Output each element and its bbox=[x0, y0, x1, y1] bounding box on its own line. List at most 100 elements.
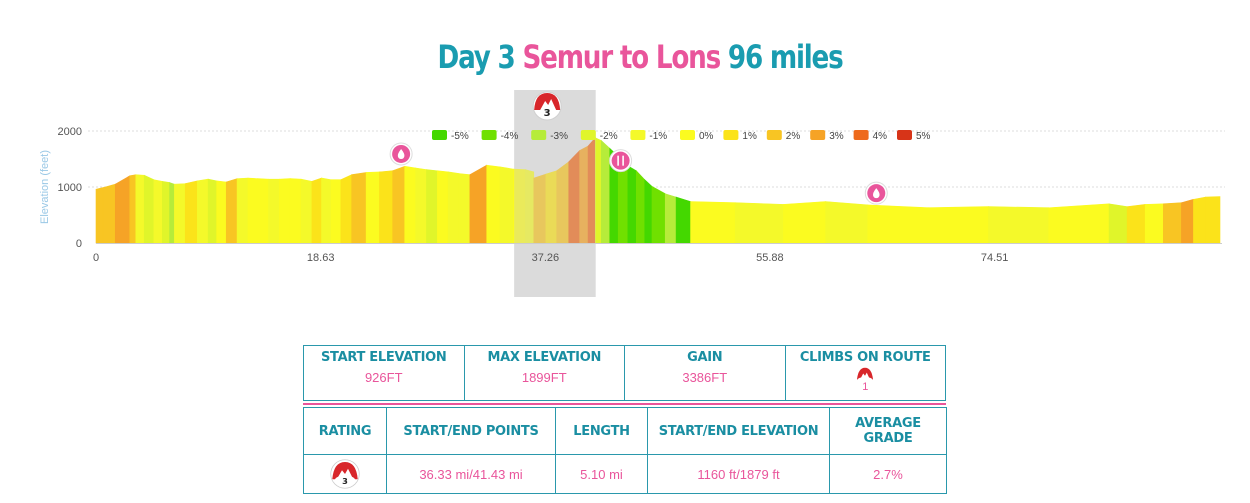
climb-highlight-overlay bbox=[514, 90, 596, 297]
table-row: 3 36.33 mi/41.43 mi 5.10 mi 1160 ft/1879… bbox=[303, 454, 947, 494]
legend-label: -1% bbox=[649, 131, 667, 142]
max-elevation-cell: MAX ELEVATION 1899FT bbox=[463, 345, 625, 401]
elevation-chart: 0 1000 2000 0 18.63 37.26 55.88 74.51 Elevation … bbox=[39, 90, 1225, 297]
elevation-segment bbox=[594, 137, 602, 244]
elevation-segment bbox=[247, 177, 258, 244]
elevation-segment bbox=[365, 171, 380, 244]
legend-swatch bbox=[580, 130, 596, 140]
max-elevation-value: 1899FT bbox=[521, 370, 567, 385]
legend-label: 1% bbox=[742, 131, 757, 142]
legend-label: -4% bbox=[501, 131, 519, 142]
legend-swatch bbox=[630, 130, 646, 140]
elevation-segment bbox=[1193, 196, 1206, 244]
max-elevation-label: MAX ELEVATION bbox=[487, 350, 602, 365]
y-axis-label: Elevation (feet) bbox=[39, 150, 51, 224]
elevation-segment bbox=[1108, 203, 1128, 244]
legend-swatch bbox=[723, 130, 739, 140]
legend-swatch bbox=[897, 130, 912, 140]
mountain-icon bbox=[540, 99, 557, 110]
elevation-segment bbox=[169, 182, 175, 244]
elevation-segment bbox=[289, 178, 302, 244]
start-elevation-value: 926FT bbox=[364, 370, 403, 385]
x-tick-label: 55.88 bbox=[756, 252, 784, 264]
title-distance: 96 miles bbox=[727, 38, 844, 76]
legend-label: -3% bbox=[550, 131, 568, 142]
legend-label: -5% bbox=[451, 131, 469, 142]
start-end-elevation-header: START/END ELEVATION bbox=[647, 407, 830, 455]
start-end-points-header: START/END POINTS bbox=[386, 407, 556, 455]
legend-swatch bbox=[853, 130, 869, 140]
elevation-segment bbox=[300, 178, 313, 244]
start-elevation-cell: START ELEVATION 926FT bbox=[303, 345, 465, 401]
elevation-segment bbox=[627, 165, 637, 244]
length-header: LENGTH bbox=[555, 407, 648, 455]
elevation-segment bbox=[426, 169, 438, 244]
legend-swatch bbox=[810, 130, 826, 140]
elevation-segment bbox=[1144, 203, 1164, 244]
table-divider bbox=[303, 403, 946, 405]
y-tick-label: 0 bbox=[76, 238, 82, 250]
elevation-segment bbox=[207, 178, 217, 244]
climb-category-badge-icon bbox=[857, 367, 874, 382]
elevation-segment bbox=[379, 170, 393, 244]
elevation-segment bbox=[351, 172, 367, 244]
x-tick-label: 18.63 bbox=[307, 252, 335, 264]
elevation-segment bbox=[95, 187, 104, 244]
start-end-points-value: 36.33 mi/41.43 mi bbox=[386, 454, 556, 494]
elevation-segment bbox=[664, 193, 677, 244]
elevation-segment bbox=[447, 171, 460, 244]
elevation-segment bbox=[635, 170, 646, 244]
x-tick-label: 37.26 bbox=[532, 252, 560, 264]
elevation-segment bbox=[404, 165, 416, 244]
elevation-segment bbox=[783, 201, 826, 244]
climbs-table: RATING START/END POINTS LENGTH START/END… bbox=[303, 407, 947, 494]
legend-label: 4% bbox=[873, 131, 888, 142]
legend-label: -2% bbox=[600, 131, 618, 142]
legend-label: 5% bbox=[916, 131, 931, 142]
elevation-segment bbox=[437, 170, 449, 244]
y-tick-label: 1000 bbox=[58, 182, 82, 194]
elevation-segment bbox=[499, 166, 514, 244]
page-title: Day 3 Semur to Lons 96 miles bbox=[115, 38, 1165, 76]
route-summary-table: START ELEVATION 926FT MAX ELEVATION 1899… bbox=[303, 345, 946, 401]
climbs-on-route-count: 1 bbox=[862, 381, 869, 393]
elevation-segment bbox=[867, 204, 929, 244]
elevation-segment bbox=[321, 177, 332, 244]
elevation-segment bbox=[1181, 198, 1194, 244]
climb-category-badge-icon: 3 bbox=[330, 459, 360, 489]
elevation-segment bbox=[927, 206, 989, 244]
legend-label: 2% bbox=[786, 131, 801, 142]
gain-value: 3386FT bbox=[682, 370, 728, 385]
elevation-segment bbox=[392, 165, 406, 244]
legend-swatch bbox=[766, 130, 782, 140]
elevation-segment bbox=[340, 174, 352, 244]
average-grade-value: 2.7% bbox=[829, 454, 947, 494]
start-elevation-label: START ELEVATION bbox=[320, 350, 447, 365]
elevation-segment bbox=[268, 178, 280, 244]
elevation-segment bbox=[825, 201, 869, 244]
climbs-on-route-cell: CLIMBS ON ROUTE 1 bbox=[784, 345, 946, 401]
legend-label: 0% bbox=[699, 131, 714, 142]
average-grade-header: AVERAGE GRADE bbox=[829, 407, 947, 455]
title-day: Day 3 bbox=[437, 38, 516, 76]
legend-swatch bbox=[680, 130, 695, 140]
climb-rating-value: 3 bbox=[342, 476, 348, 486]
length-value: 5.10 mi bbox=[555, 454, 648, 494]
legend-swatch bbox=[432, 130, 447, 140]
elevation-segment bbox=[114, 175, 131, 244]
y-tick-label: 2000 bbox=[58, 126, 82, 138]
gain-cell: GAIN 3386FT bbox=[624, 345, 786, 401]
elevation-segment bbox=[1048, 203, 1110, 244]
elevation-segment bbox=[153, 179, 163, 244]
elevation-segment bbox=[330, 179, 342, 244]
elevation-segment bbox=[143, 174, 155, 244]
elevation-segment bbox=[1205, 196, 1221, 244]
elevation-segment bbox=[216, 180, 227, 244]
elevation-segment bbox=[734, 202, 784, 244]
elevation-segment bbox=[162, 181, 170, 244]
rating-header: RATING bbox=[303, 407, 387, 455]
x-tick-label: 74.51 bbox=[981, 252, 1009, 264]
x-tick-label: 0 bbox=[93, 252, 99, 264]
fork-knife-icon bbox=[611, 151, 630, 170]
elevation-segment bbox=[236, 177, 249, 244]
